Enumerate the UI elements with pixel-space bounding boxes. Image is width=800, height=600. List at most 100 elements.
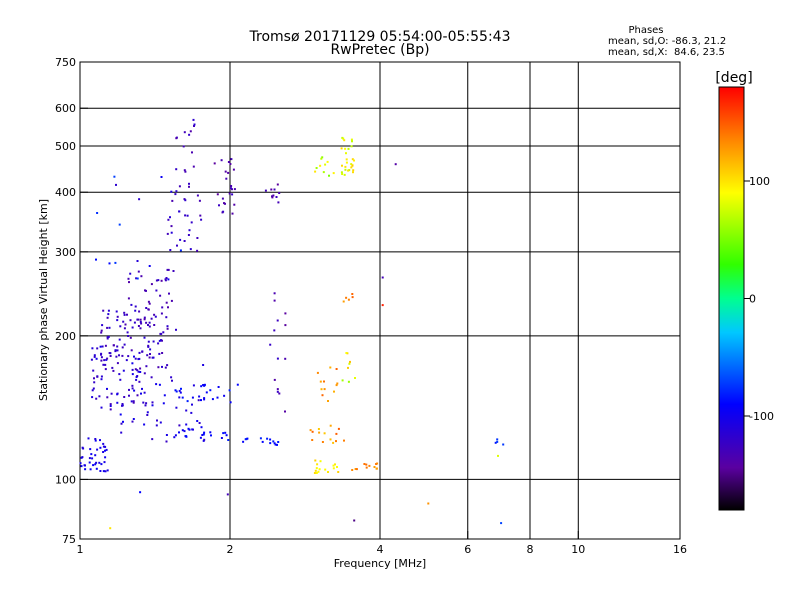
data-point [314, 459, 317, 462]
data-point [197, 399, 200, 402]
data-point [150, 317, 153, 320]
data-point [123, 311, 126, 314]
data-point [96, 212, 99, 214]
data-point [278, 392, 281, 395]
data-point [328, 174, 330, 177]
data-point [133, 321, 136, 324]
data-point [95, 258, 97, 261]
data-point [168, 292, 170, 295]
data-point [104, 456, 107, 459]
data-point [100, 378, 103, 381]
data-point [104, 368, 107, 371]
data-point [323, 380, 325, 383]
colorbar [718, 86, 745, 511]
data-point [129, 336, 132, 339]
data-point [345, 352, 348, 354]
data-point [321, 156, 324, 159]
data-point [92, 464, 95, 467]
data-point [323, 432, 326, 435]
data-point [347, 147, 350, 150]
data-point [349, 360, 351, 363]
data-point [203, 398, 206, 401]
data-point [188, 428, 191, 431]
data-point [131, 420, 134, 423]
data-point [135, 376, 138, 378]
data-point [103, 461, 106, 464]
data-point [315, 167, 318, 169]
data-point [233, 203, 236, 206]
data-point [274, 443, 277, 446]
data-point [138, 357, 141, 360]
data-point [161, 306, 164, 309]
data-point [151, 401, 154, 404]
data-point [229, 401, 232, 404]
data-point [203, 397, 206, 400]
data-point [232, 168, 235, 171]
data-point [158, 339, 161, 342]
data-point [270, 188, 273, 191]
data-point [324, 468, 327, 471]
data-point [116, 393, 119, 396]
data-point [170, 190, 173, 193]
data-point [192, 165, 195, 168]
data-point [139, 320, 142, 323]
data-point [106, 469, 109, 472]
data-point [202, 364, 205, 366]
data-point [100, 375, 103, 378]
data-point [172, 270, 175, 272]
data-point [273, 292, 276, 295]
data-point [159, 294, 162, 297]
data-point [146, 354, 149, 357]
y-tick-label: 75 [62, 533, 76, 546]
data-point [199, 214, 202, 217]
data-point [167, 218, 170, 221]
data-point [203, 438, 206, 441]
data-point [276, 183, 279, 186]
data-point [80, 465, 83, 468]
data-point [129, 319, 132, 322]
data-point [220, 437, 223, 439]
data-point [159, 421, 162, 424]
data-point [375, 467, 378, 470]
data-point [216, 396, 219, 399]
data-point [100, 406, 103, 409]
data-point [175, 137, 178, 140]
data-point [127, 335, 130, 337]
data-point [198, 199, 201, 202]
data-point [155, 289, 158, 292]
data-point [178, 389, 181, 392]
data-point [94, 454, 97, 457]
data-point [93, 377, 95, 380]
data-point [321, 441, 324, 443]
data-point [166, 268, 169, 271]
data-point [93, 381, 96, 384]
data-point [261, 440, 264, 443]
data-point [199, 436, 202, 439]
data-point [111, 366, 114, 369]
data-point [129, 272, 132, 275]
data-point [186, 214, 189, 217]
data-point [315, 472, 318, 474]
data-point [170, 231, 173, 234]
data-point [332, 467, 335, 470]
data-point [102, 451, 105, 453]
stats-heading: Phases [628, 25, 663, 36]
data-point [276, 357, 279, 360]
data-point [178, 396, 181, 399]
data-point [352, 169, 355, 172]
data-point [185, 423, 188, 426]
data-point [326, 160, 329, 163]
data-point [497, 454, 499, 457]
data-point [115, 355, 118, 358]
data-point [337, 471, 340, 473]
data-point [116, 349, 119, 352]
data-point [88, 457, 91, 460]
data-point [94, 438, 97, 440]
data-point [365, 463, 368, 466]
data-point [174, 193, 177, 196]
data-point [166, 364, 169, 367]
data-point [125, 359, 128, 362]
data-point [284, 357, 287, 360]
data-point [130, 400, 133, 403]
data-point [134, 309, 137, 312]
